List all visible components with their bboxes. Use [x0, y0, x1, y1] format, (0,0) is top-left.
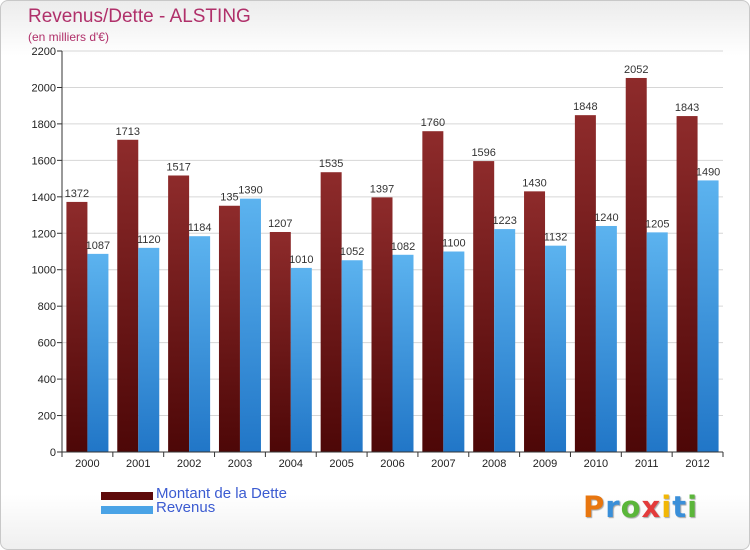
value-label-revenue: 1205	[645, 218, 669, 230]
value-label-revenue: 1052	[340, 246, 364, 258]
chart-title: Revenus/Dette - ALSTING	[28, 6, 251, 27]
bar-debt	[625, 77, 647, 452]
logo-letter: i	[661, 490, 673, 524]
bar-debt	[371, 197, 393, 452]
y-tick-label: 1000	[32, 265, 56, 277]
value-label-revenue: 1082	[391, 241, 415, 253]
value-label-debt: 1207	[268, 218, 292, 230]
bar-debt	[473, 161, 495, 453]
x-tick-label: 2012	[685, 458, 709, 470]
value-label-revenue: 1087	[86, 240, 110, 252]
value-label-revenue: 1010	[289, 254, 313, 266]
bar-debt	[574, 115, 596, 452]
value-label-debt: 135	[220, 192, 238, 204]
bar-debt	[524, 191, 546, 452]
bar-revenue	[545, 245, 567, 452]
value-label-debt: 1430	[522, 177, 546, 189]
bar-debt	[168, 175, 190, 452]
bar-debt	[676, 116, 698, 453]
x-tick-label: 2009	[533, 458, 557, 470]
y-tick-label: 400	[38, 374, 56, 386]
x-tick-label: 2003	[228, 458, 252, 470]
y-tick-label: 1400	[32, 192, 56, 204]
value-label-debt: 1843	[675, 102, 699, 114]
bar-debt	[320, 172, 342, 452]
bar-revenue	[189, 236, 211, 452]
value-label-debt: 2052	[624, 64, 648, 76]
bar-revenue	[87, 253, 109, 452]
logo-letter: x	[641, 490, 662, 524]
value-label-revenue: 1490	[696, 166, 720, 178]
proxiti-logo: Proxiti	[583, 490, 698, 524]
x-tick-label: 2006	[380, 458, 404, 470]
y-tick-label: 2000	[32, 82, 56, 94]
value-label-debt: 1596	[471, 147, 495, 159]
value-label-revenue: 1223	[492, 215, 516, 227]
bar-debt	[269, 231, 291, 452]
logo-letter: i	[687, 490, 699, 524]
bar-revenue	[138, 247, 160, 452]
value-label-revenue: 1240	[594, 212, 618, 224]
bar-revenue	[595, 225, 617, 452]
y-tick-label: 600	[38, 338, 56, 350]
bar-debt	[218, 205, 240, 452]
x-tick-label: 2011	[635, 458, 659, 470]
chart-subtitle: (en milliers d'€)	[28, 30, 109, 44]
logo-letter: r	[605, 490, 621, 524]
x-tick-label: 2004	[279, 458, 303, 470]
legend-swatch-debt	[101, 492, 153, 500]
value-label-debt: 1397	[370, 183, 394, 195]
y-tick-label: 200	[38, 411, 56, 423]
x-tick-label: 2001	[126, 458, 150, 470]
bar-revenue	[392, 254, 414, 452]
y-tick-label: 800	[38, 301, 56, 313]
value-label-revenue: 1100	[442, 238, 466, 250]
x-tick-label: 2010	[584, 458, 608, 470]
value-label-debt: 1713	[116, 126, 140, 138]
legend-label-revenue: Revenus	[156, 499, 216, 516]
value-label-debt: 1372	[65, 188, 89, 200]
bar-debt	[66, 201, 88, 452]
value-label-debt: 1760	[421, 117, 445, 129]
logo-letter: P	[583, 490, 606, 524]
value-label-revenue: 1132	[544, 232, 568, 244]
bar-debt	[422, 131, 444, 452]
value-label-revenue: 1120	[137, 234, 161, 246]
y-tick-label: 1200	[32, 228, 56, 240]
y-tick-label: 1600	[32, 155, 56, 167]
y-tick-label: 1800	[32, 119, 56, 131]
legend-label-debt: Montant de la Dette	[156, 485, 287, 502]
x-tick-label: 2005	[329, 458, 353, 470]
bar-debt	[117, 139, 139, 452]
bar-revenue	[646, 232, 668, 452]
value-label-debt: 1517	[166, 161, 190, 173]
value-label-revenue: 1390	[238, 185, 262, 197]
x-tick-label: 2002	[177, 458, 201, 470]
value-label-debt: 1535	[319, 158, 343, 170]
x-tick-label: 2008	[482, 458, 506, 470]
x-tick-label: 2000	[75, 458, 99, 470]
legend-swatch-revenue	[101, 506, 153, 514]
logo-letter: t	[672, 490, 688, 524]
bar-revenue	[341, 260, 363, 452]
bar-revenue	[697, 180, 719, 452]
bar-revenue	[494, 229, 516, 452]
bar-revenue	[239, 198, 261, 452]
value-label-debt: 1848	[573, 101, 597, 113]
y-tick-label: 0	[50, 447, 56, 459]
bar-revenue	[290, 267, 312, 452]
x-tick-label: 2007	[431, 458, 455, 470]
value-label-revenue: 1184	[188, 222, 212, 234]
y-tick-label: 2200	[32, 46, 56, 58]
logo-letter: o	[620, 490, 642, 524]
bar-revenue	[443, 251, 465, 452]
